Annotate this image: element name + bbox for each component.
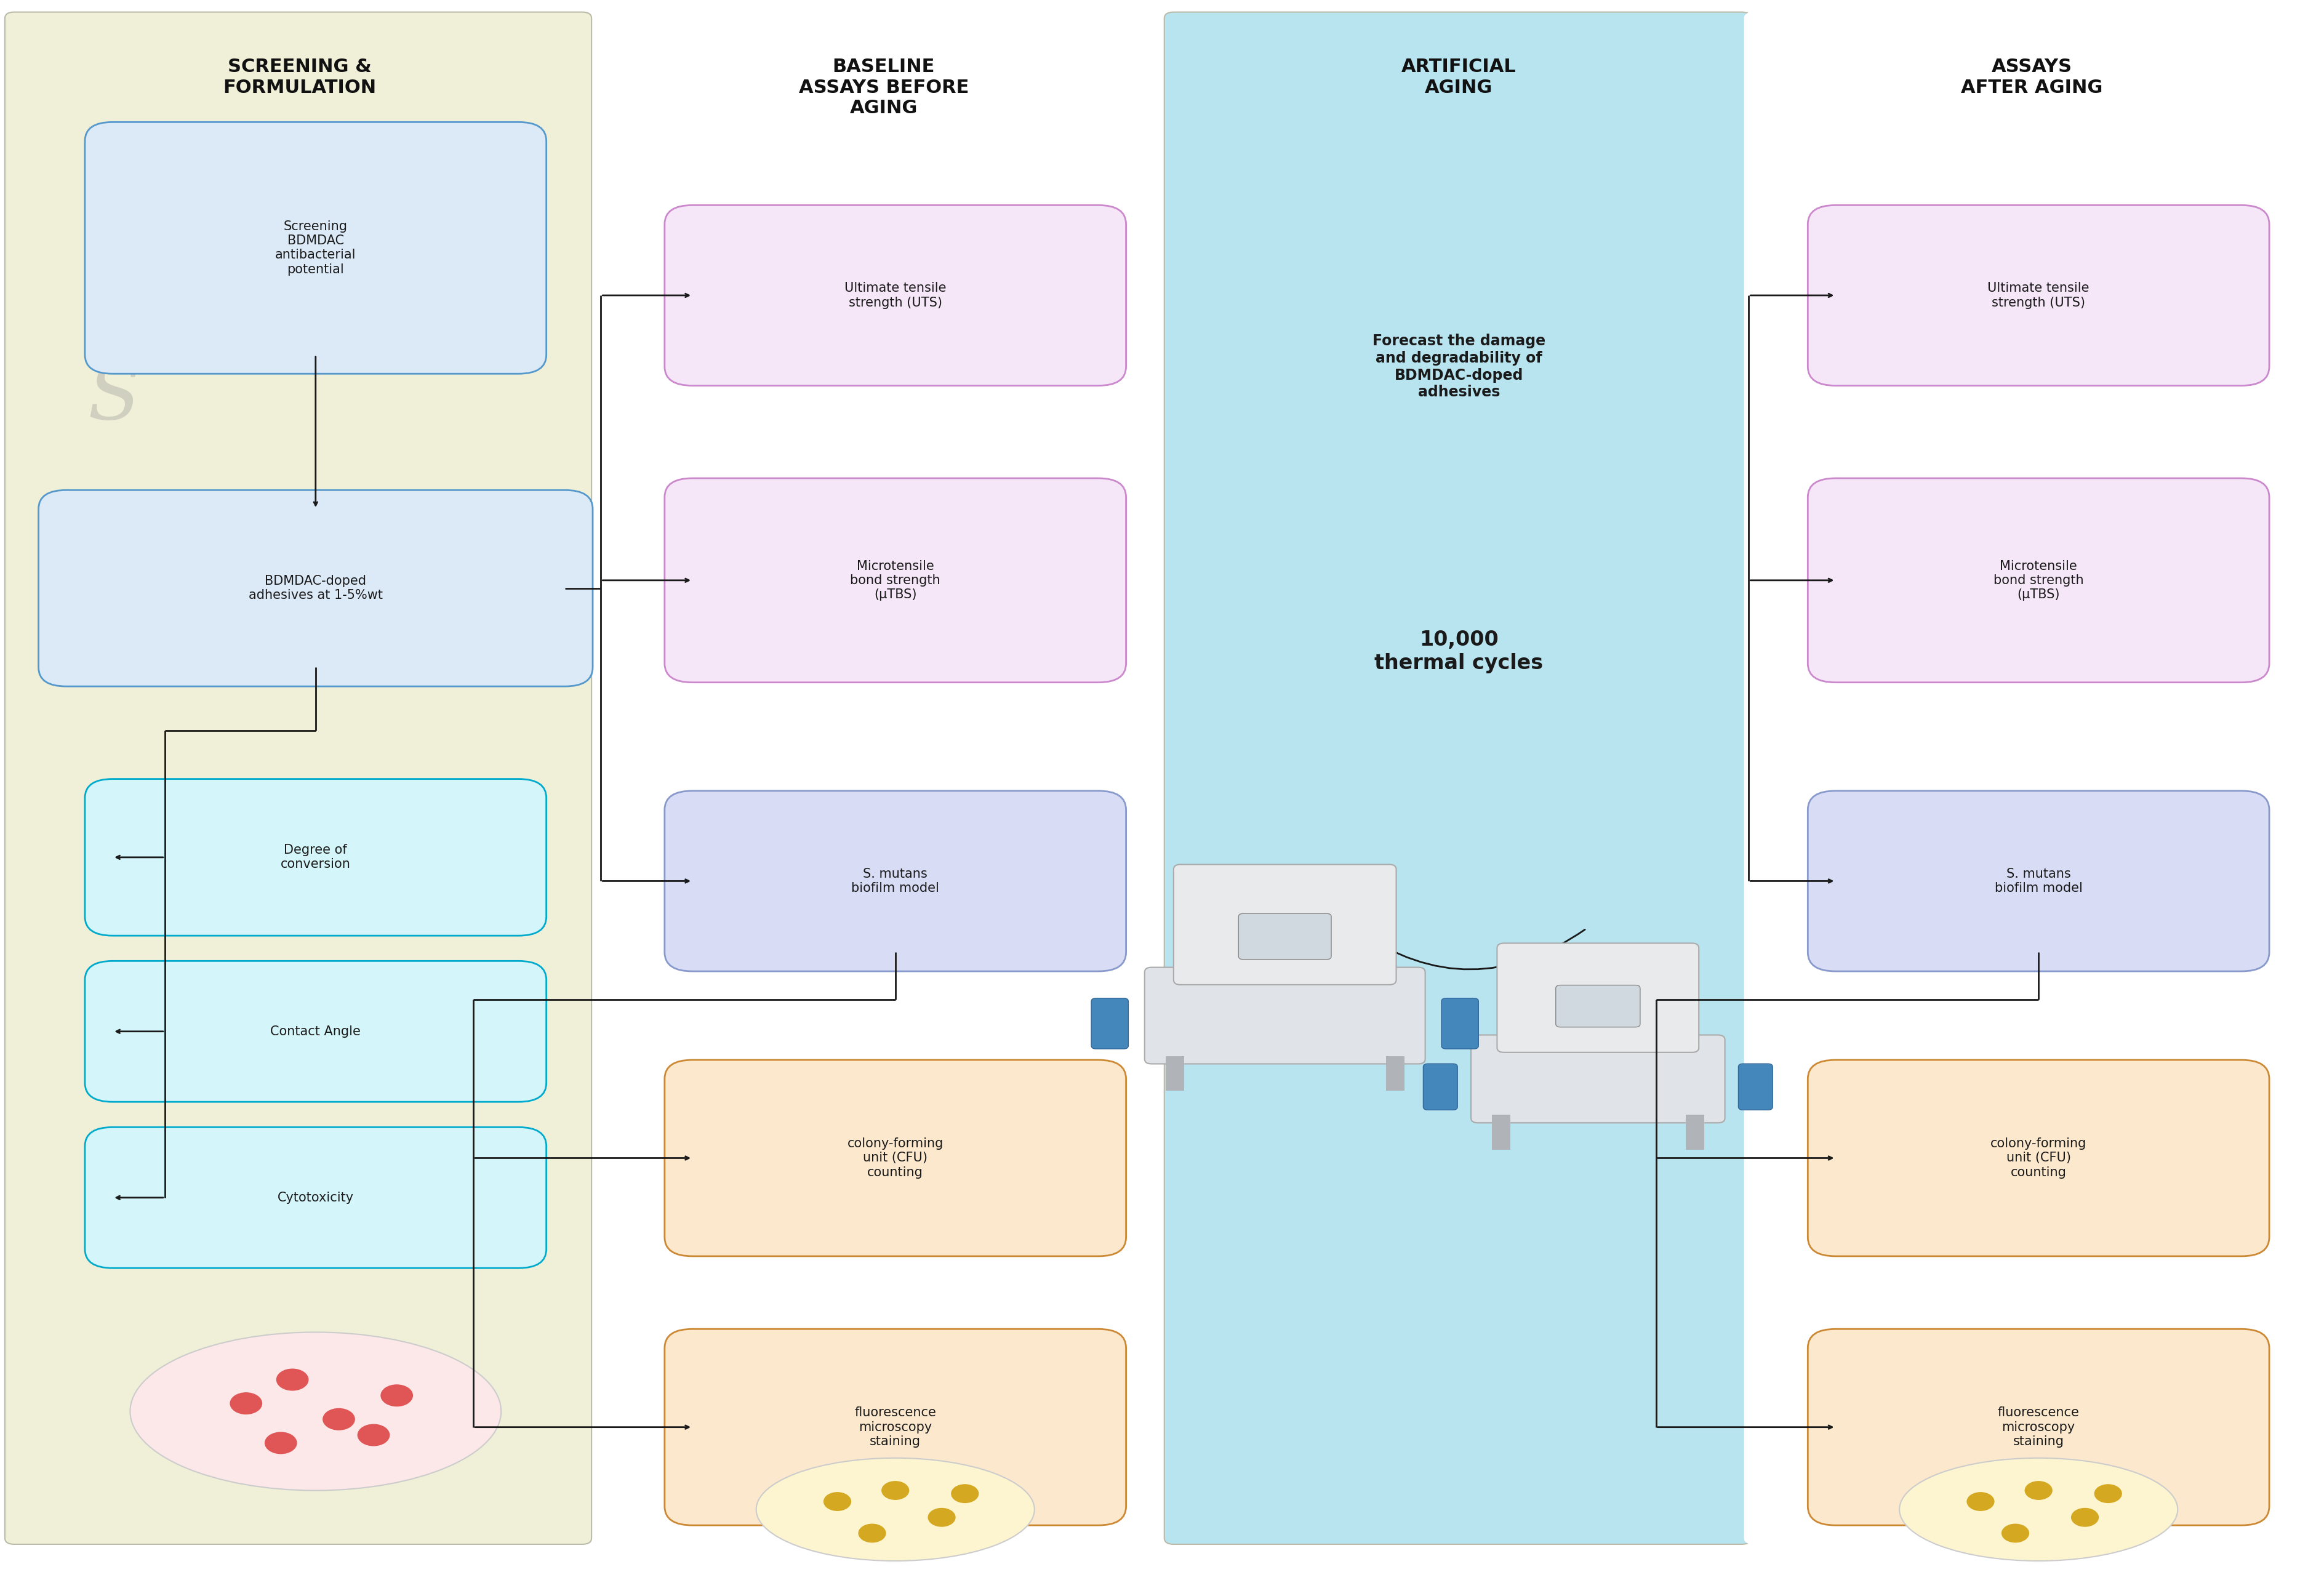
FancyBboxPatch shape bbox=[597, 13, 1171, 1544]
FancyBboxPatch shape bbox=[665, 1329, 1127, 1526]
Text: Cytotoxicity: Cytotoxicity bbox=[277, 1191, 353, 1204]
Circle shape bbox=[323, 1409, 356, 1431]
FancyBboxPatch shape bbox=[1422, 1064, 1457, 1110]
FancyBboxPatch shape bbox=[1808, 791, 2268, 972]
Circle shape bbox=[2001, 1524, 2029, 1542]
FancyBboxPatch shape bbox=[86, 780, 546, 935]
Text: fluorescence
microscopy
staining: fluorescence microscopy staining bbox=[1999, 1407, 2080, 1448]
Circle shape bbox=[858, 1524, 885, 1542]
FancyBboxPatch shape bbox=[1743, 13, 2319, 1544]
FancyBboxPatch shape bbox=[86, 122, 546, 373]
Ellipse shape bbox=[130, 1332, 502, 1491]
Circle shape bbox=[358, 1424, 390, 1447]
FancyBboxPatch shape bbox=[86, 1127, 546, 1269]
Text: Microtensile
bond strength
(μTBS): Microtensile bond strength (μTBS) bbox=[851, 561, 941, 600]
Circle shape bbox=[1966, 1493, 1994, 1512]
Circle shape bbox=[265, 1432, 297, 1455]
Text: SCREENING &
FORMULATION: SCREENING & FORMULATION bbox=[223, 59, 376, 97]
FancyBboxPatch shape bbox=[1092, 999, 1129, 1048]
Text: Screening
BDMDAC
antibacterial
potential: Screening BDMDAC antibacterial potential bbox=[274, 221, 356, 275]
FancyBboxPatch shape bbox=[1441, 999, 1478, 1048]
FancyBboxPatch shape bbox=[665, 1059, 1127, 1256]
Text: fluorescence
microscopy
staining: fluorescence microscopy staining bbox=[855, 1407, 937, 1448]
FancyBboxPatch shape bbox=[1808, 478, 2268, 683]
FancyBboxPatch shape bbox=[1808, 1329, 2268, 1526]
Circle shape bbox=[951, 1485, 978, 1504]
Text: Microtensile
bond strength
(μTBS): Microtensile bond strength (μTBS) bbox=[1994, 561, 2085, 600]
Text: Degree of
conversion: Degree of conversion bbox=[281, 843, 351, 870]
Text: colony-forming
unit (CFU)
counting: colony-forming unit (CFU) counting bbox=[848, 1137, 944, 1178]
FancyBboxPatch shape bbox=[1808, 205, 2268, 386]
FancyBboxPatch shape bbox=[665, 478, 1127, 683]
Circle shape bbox=[230, 1393, 263, 1415]
FancyBboxPatch shape bbox=[665, 791, 1127, 972]
Text: 10,000
thermal cycles: 10,000 thermal cycles bbox=[1373, 629, 1543, 673]
FancyBboxPatch shape bbox=[1164, 13, 1750, 1544]
FancyBboxPatch shape bbox=[1497, 943, 1699, 1053]
Ellipse shape bbox=[755, 1458, 1034, 1561]
Text: ASSAYS
AFTER AGING: ASSAYS AFTER AGING bbox=[1961, 59, 2103, 97]
Circle shape bbox=[2094, 1485, 2122, 1504]
FancyBboxPatch shape bbox=[1738, 1064, 1773, 1110]
Circle shape bbox=[881, 1482, 909, 1501]
Text: ARTIFICIAL
AGING: ARTIFICIAL AGING bbox=[1401, 59, 1515, 97]
Text: S. mutans
biofilm model: S. mutans biofilm model bbox=[1994, 867, 2082, 894]
Text: Contact Angle: Contact Angle bbox=[270, 1026, 360, 1037]
Text: BASELINE
ASSAYS BEFORE
AGING: BASELINE ASSAYS BEFORE AGING bbox=[799, 59, 969, 118]
Text: colony-forming
unit (CFU)
counting: colony-forming unit (CFU) counting bbox=[1989, 1137, 2087, 1178]
Ellipse shape bbox=[1899, 1458, 2178, 1561]
Circle shape bbox=[927, 1509, 955, 1528]
Bar bbox=[1164, 1056, 1183, 1091]
Text: Forecast the damage
and degradability of
BDMDAC-doped
adhesives: Forecast the damage and degradability of… bbox=[1371, 333, 1545, 400]
Bar bbox=[1385, 1056, 1404, 1091]
Text: S: S bbox=[88, 360, 139, 435]
FancyBboxPatch shape bbox=[665, 205, 1127, 386]
Circle shape bbox=[381, 1385, 414, 1407]
FancyBboxPatch shape bbox=[40, 491, 593, 686]
FancyBboxPatch shape bbox=[1239, 913, 1332, 959]
Text: S. mutans
biofilm model: S. mutans biofilm model bbox=[851, 867, 939, 894]
FancyBboxPatch shape bbox=[1471, 1035, 1724, 1123]
Text: Ultimate tensile
strength (UTS): Ultimate tensile strength (UTS) bbox=[844, 283, 946, 308]
Circle shape bbox=[823, 1493, 851, 1512]
FancyBboxPatch shape bbox=[5, 13, 593, 1544]
FancyBboxPatch shape bbox=[86, 961, 546, 1102]
Text: BDMDAC-doped
adhesives at 1-5%wt: BDMDAC-doped adhesives at 1-5%wt bbox=[249, 575, 383, 602]
Bar bbox=[1685, 1115, 1703, 1150]
Circle shape bbox=[277, 1369, 309, 1391]
FancyBboxPatch shape bbox=[1555, 985, 1641, 1027]
Bar bbox=[1492, 1115, 1511, 1150]
Text: Ultimate tensile
strength (UTS): Ultimate tensile strength (UTS) bbox=[1987, 283, 2089, 308]
FancyBboxPatch shape bbox=[1146, 967, 1425, 1064]
FancyBboxPatch shape bbox=[1808, 1059, 2268, 1256]
Circle shape bbox=[2024, 1482, 2052, 1501]
Circle shape bbox=[2071, 1509, 2099, 1528]
FancyBboxPatch shape bbox=[1174, 864, 1397, 985]
